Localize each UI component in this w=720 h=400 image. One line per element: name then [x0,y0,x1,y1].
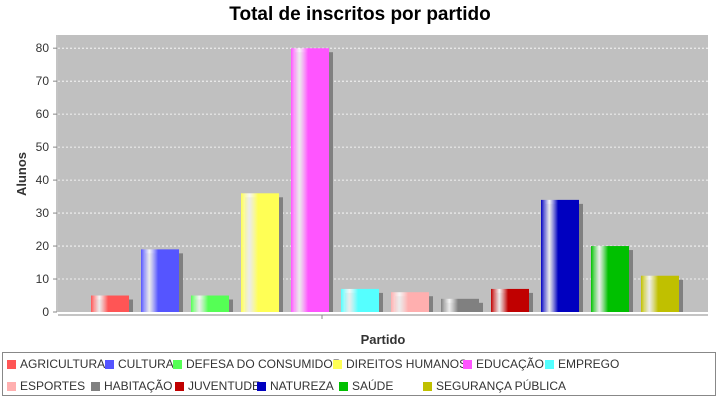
legend-item: CULTURA [105,357,174,371]
y-tick-label: 40 [36,173,50,187]
bar-esportes [391,292,429,312]
legend-swatch [173,359,182,369]
y-tick-label: 20 [36,239,50,253]
y-tick-label: 60 [36,107,50,121]
bar-sa-de [591,246,629,312]
bar-defesa-do-consumidor [191,295,229,312]
legend-swatch [423,381,432,391]
legend-swatch [7,359,16,369]
legend-swatch [339,381,348,391]
chart-title: Total de inscritos por partido [229,4,491,25]
legend-label: ESPORTES [20,379,86,393]
y-axis-ticks: 0 10 20 30 40 50 60 70 80 [36,41,57,319]
y-axis-label: Alunos [14,152,29,196]
x-axis-label: Partido [361,332,406,347]
legend-item: DIREITOS HUMANOS [333,357,467,371]
legend-swatch [7,381,16,391]
y-tick-label: 10 [36,272,50,286]
y-tick-label: 50 [36,140,50,154]
bar-juventude [491,288,529,312]
legend-label: SEGURANÇA PÚBLICA [436,379,567,393]
bars [91,48,683,312]
legend-label: SAÚDE [352,379,394,393]
bar-cultura [141,249,179,312]
legend-item: HABITAÇÃO [91,379,172,393]
legend-label: NATUREZA [270,379,334,393]
legend-swatch [545,359,554,369]
legend-swatch [257,381,266,391]
bar-habita-o [441,298,479,312]
legend-item: EDUCAÇÃO [463,357,544,371]
legend-label: DEFESA DO CONSUMIDOR [186,357,342,371]
legend-label: DIREITOS HUMANOS [346,357,468,371]
legend-item: SEGURANÇA PÚBLICA [423,379,566,393]
legend-label: HABITAÇÃO [104,379,173,393]
bar-chart: 0 10 20 30 40 50 60 70 80 Partido Alunos [14,35,708,347]
bar-agricultura [91,295,129,312]
legend-label: EDUCAÇÃO [476,357,545,371]
y-tick-label: 70 [36,74,50,88]
bar-natureza [541,199,579,312]
bar-emprego [341,288,379,312]
legend-swatch [105,359,114,369]
legend: AGRICULTURA CULTURA DEFESA DO CONSUMIDOR DI… [2,352,716,396]
legend-label: CULTURA [118,357,174,371]
legend-item: SAÚDE [339,379,393,393]
legend-item: JUVENTUDE [175,379,260,393]
legend-item: DEFESA DO CONSUMIDOR [173,357,341,371]
legend-item: NATUREZA [257,379,334,393]
legend-item: EMPREGO [545,357,619,371]
y-tick-label: 0 [42,305,49,319]
legend-item: AGRICULTURA [7,357,105,371]
legend-swatch [91,381,100,391]
legend-label: EMPREGO [558,357,620,371]
y-tick-label: 30 [36,206,50,220]
legend-item: ESPORTES [7,379,85,393]
bar-seguran-a-p-blica [641,275,679,312]
legend-label: JUVENTUDE [188,379,261,393]
legend-swatch [333,359,342,369]
bar-direitos-humanos [241,193,279,312]
legend-swatch [463,359,472,369]
legend-swatch [175,381,184,391]
bar-educa-o [291,48,329,312]
y-tick-label: 80 [36,41,50,55]
legend-label: AGRICULTURA [20,357,106,371]
